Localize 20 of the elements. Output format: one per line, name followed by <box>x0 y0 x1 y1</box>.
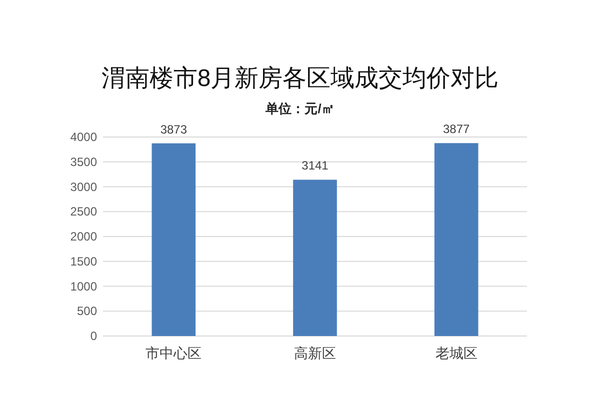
y-tick-label: 2500 <box>70 204 98 219</box>
y-tick-label: 500 <box>76 304 98 318</box>
y-tick-label: 2000 <box>70 230 98 244</box>
bar <box>434 143 478 336</box>
y-tick-label: 0 <box>90 329 98 343</box>
y-tick-label: 3000 <box>70 180 98 194</box>
bar <box>293 180 337 336</box>
data-label: 3141 <box>302 158 329 173</box>
x-tick-label: 高新区 <box>294 345 336 361</box>
y-tick-label: 1000 <box>70 279 98 294</box>
y-tick-label: 1500 <box>70 254 98 268</box>
chart-title: 渭南楼市8月新房各区域成交均价对比 <box>101 65 499 92</box>
x-tick-label: 市中心区 <box>146 345 202 361</box>
x-tick-label: 老城区 <box>435 345 478 361</box>
chart-subtitle: 单位：元/㎡ <box>264 101 334 116</box>
data-label: 3877 <box>442 122 470 136</box>
bar <box>152 143 196 336</box>
data-label: 3873 <box>160 122 188 136</box>
y-tick-label: 3500 <box>70 154 98 169</box>
y-tick-label: 4000 <box>70 130 98 144</box>
